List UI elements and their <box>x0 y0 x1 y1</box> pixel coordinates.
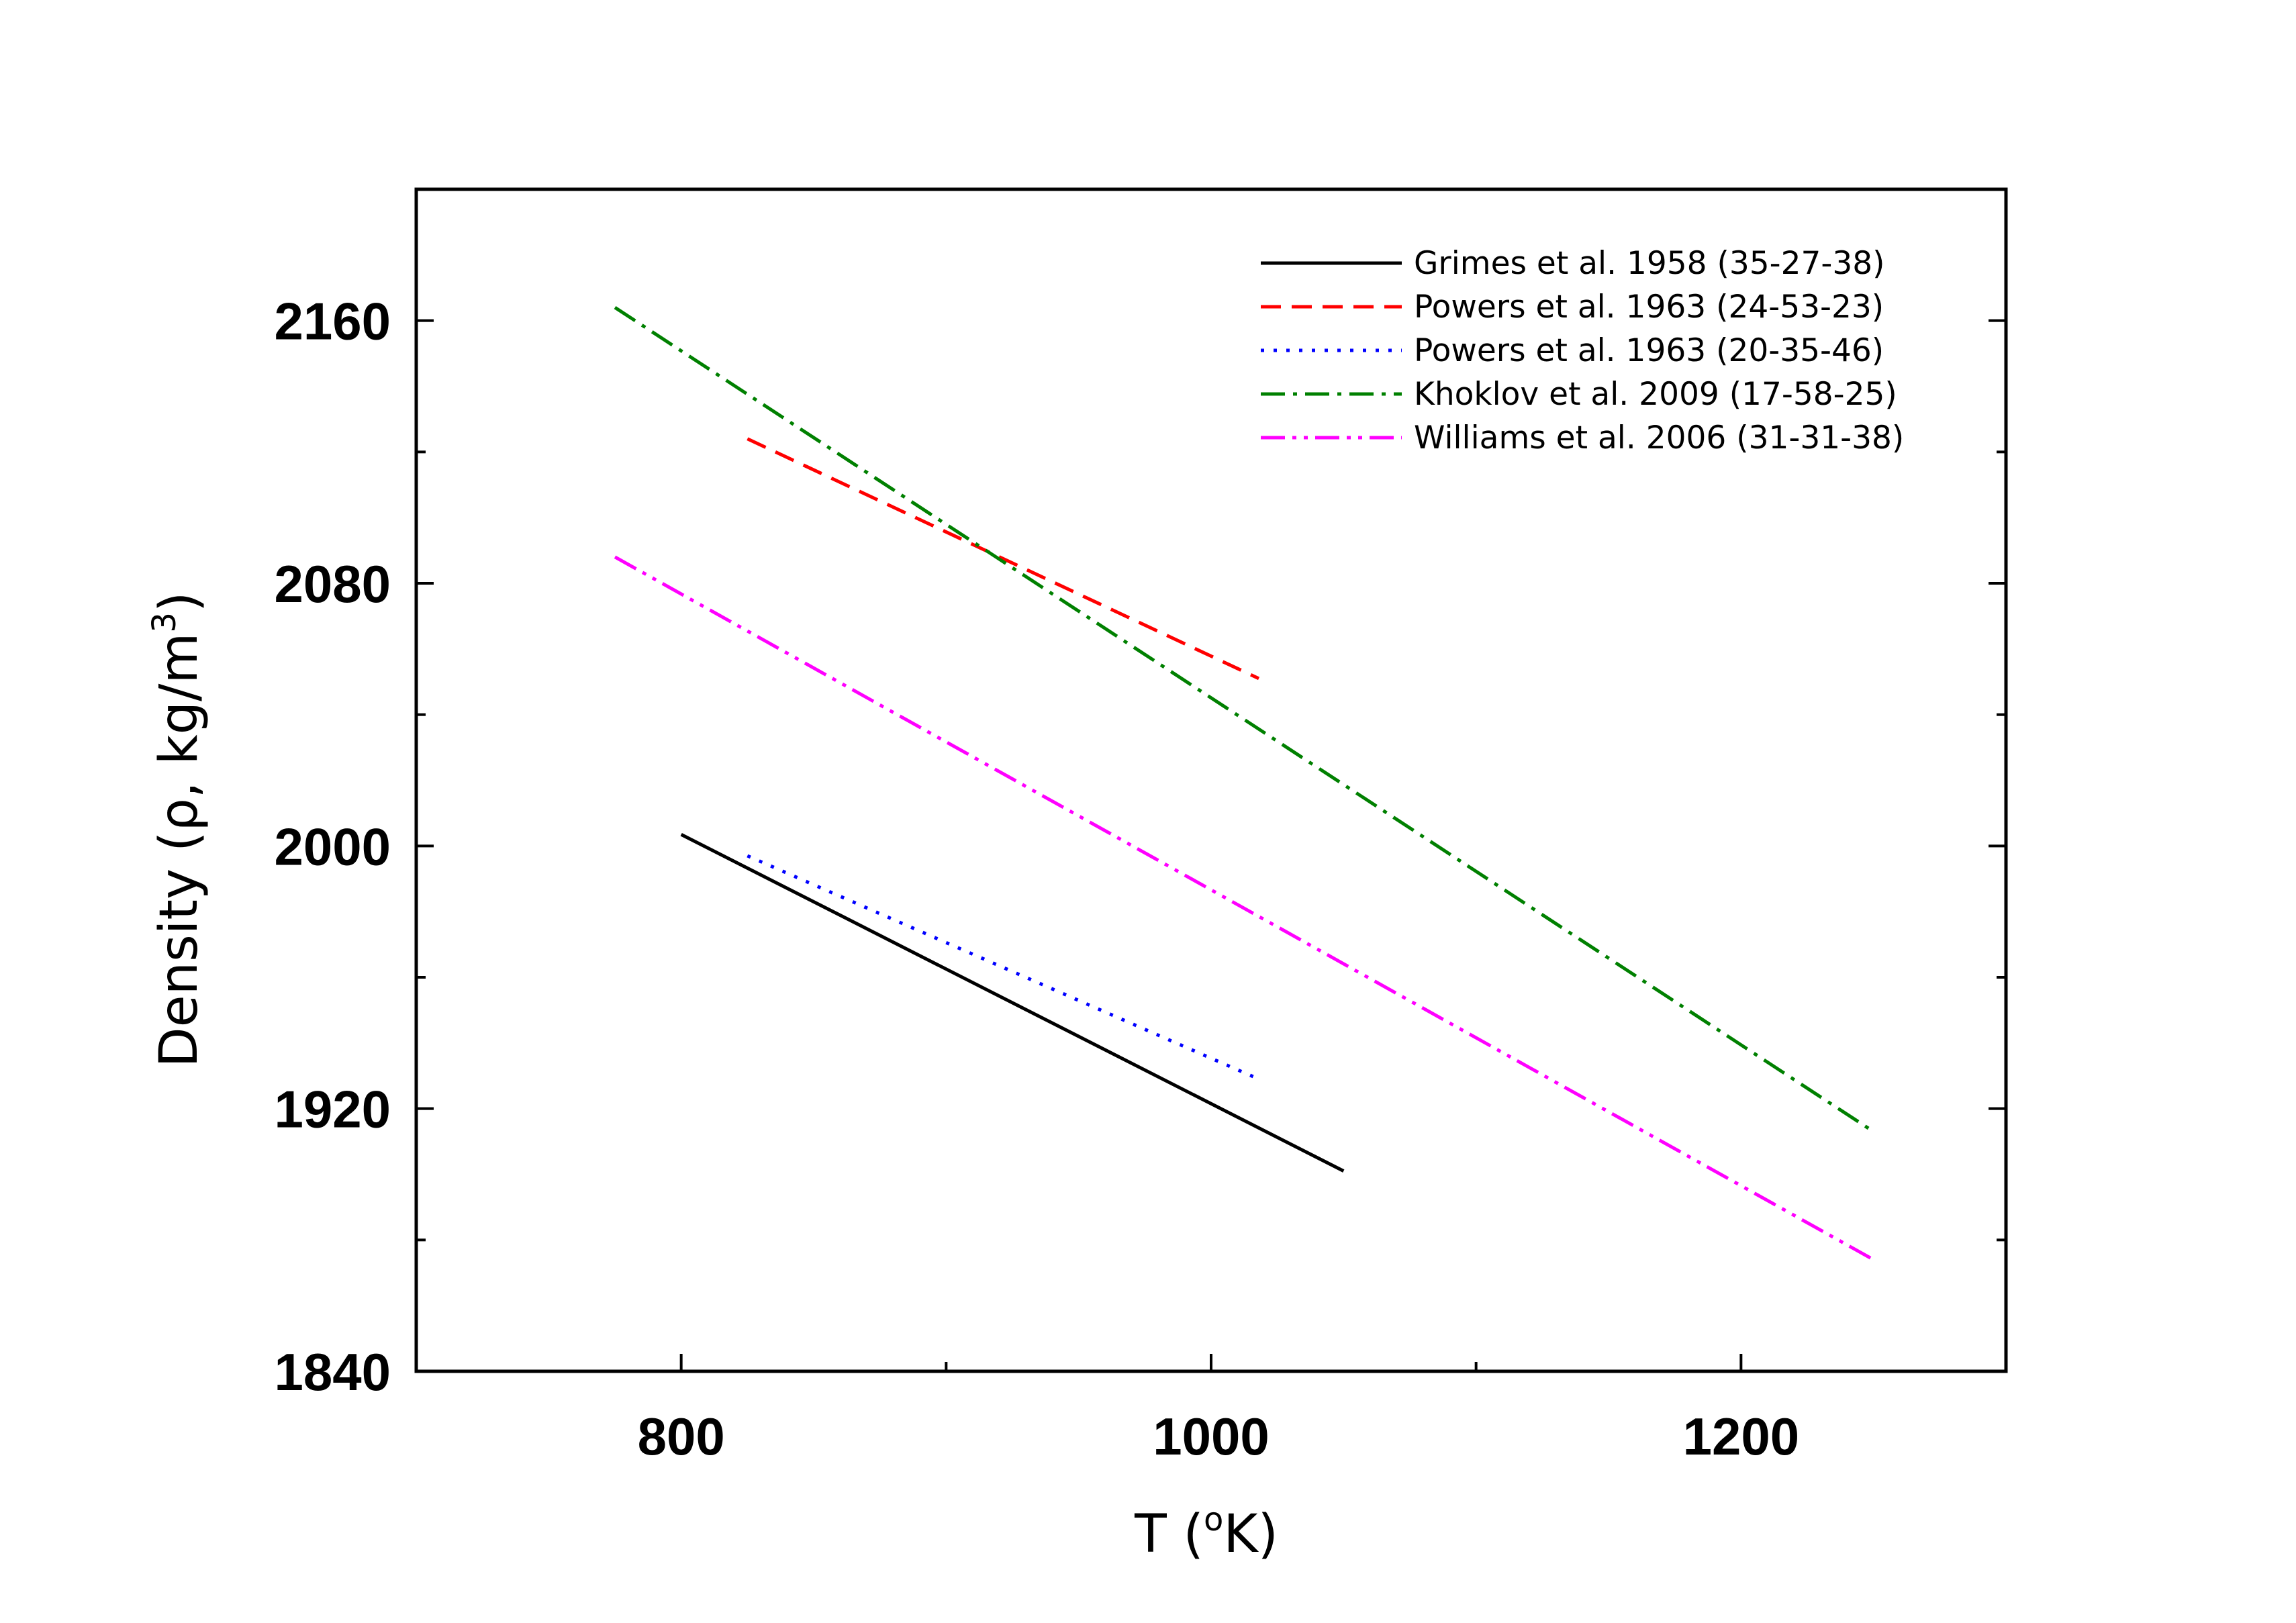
legend: Grimes et al. 1958 (35-27-38) Powers et a… <box>1261 245 1904 456</box>
y-tick-label: 1920 <box>274 1080 391 1139</box>
series-line-3 <box>747 854 1260 1081</box>
x-tick-label: 1000 <box>1153 1407 1270 1466</box>
series-layer <box>614 306 1875 1261</box>
y-tick-label: 2160 <box>274 292 391 351</box>
legend-label-3: Powers et al. 1963 (20-35-46) <box>1414 332 1884 369</box>
y-axis-title: Density (ρ, kg/m3) <box>146 592 209 1068</box>
y-tick-label: 2000 <box>274 817 391 876</box>
legend-label-2: Powers et al. 1963 (24-53-23) <box>1414 289 1884 326</box>
x-tick-label: 800 <box>638 1407 725 1466</box>
plot-frame <box>414 187 2008 1373</box>
legend-label-1: Grimes et al. 1958 (35-27-38) <box>1414 245 1885 282</box>
y-tick-label: 1840 <box>274 1342 391 1401</box>
tick-labels: 800 1000 1200 1840 1920 2000 2080 2160 <box>274 292 1799 1466</box>
x-tick-label: 1200 <box>1683 1407 1800 1466</box>
series-line-2 <box>747 437 1260 681</box>
x-axis-title: T (oK) <box>1134 1501 1278 1565</box>
y-tick-label: 2080 <box>274 554 391 613</box>
axis-ticks <box>416 319 2006 1373</box>
series-line-1 <box>680 832 1345 1173</box>
series-line-4 <box>614 306 1875 1133</box>
legend-label-5: Williams et al. 2006 (31-31-38) <box>1414 420 1904 456</box>
legend-label-4: Khoklov et al. 2009 (17-58-25) <box>1414 376 1897 413</box>
series-line-5 <box>614 555 1874 1261</box>
